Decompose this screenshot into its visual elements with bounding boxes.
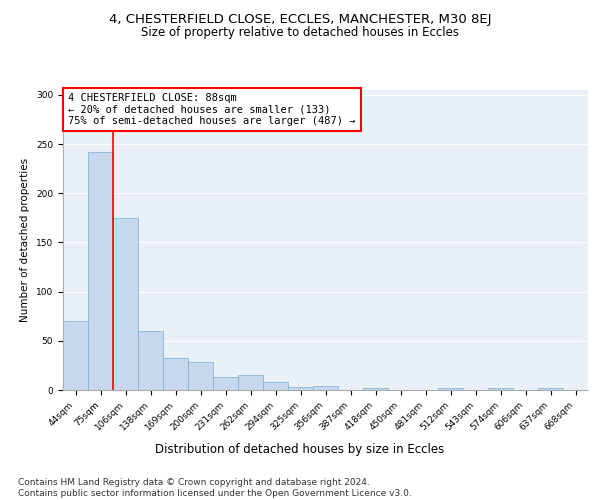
- Text: 4 CHESTERFIELD CLOSE: 88sqm
← 20% of detached houses are smaller (133)
75% of se: 4 CHESTERFIELD CLOSE: 88sqm ← 20% of det…: [68, 93, 356, 126]
- Bar: [188, 362, 213, 390]
- Bar: [63, 321, 88, 390]
- Bar: [313, 386, 338, 390]
- Bar: [263, 382, 288, 390]
- Text: 4, CHESTERFIELD CLOSE, ECCLES, MANCHESTER, M30 8EJ: 4, CHESTERFIELD CLOSE, ECCLES, MANCHESTE…: [109, 12, 491, 26]
- Bar: [363, 388, 388, 390]
- Bar: [488, 388, 513, 390]
- Bar: [238, 375, 263, 390]
- Bar: [113, 218, 138, 390]
- Y-axis label: Number of detached properties: Number of detached properties: [20, 158, 31, 322]
- Bar: [163, 358, 188, 390]
- Text: Contains HM Land Registry data © Crown copyright and database right 2024.
Contai: Contains HM Land Registry data © Crown c…: [18, 478, 412, 498]
- Text: Distribution of detached houses by size in Eccles: Distribution of detached houses by size …: [155, 442, 445, 456]
- Bar: [88, 152, 113, 390]
- Bar: [138, 331, 163, 390]
- Bar: [213, 377, 238, 390]
- Bar: [538, 388, 563, 390]
- Bar: [438, 388, 463, 390]
- Bar: [288, 387, 313, 390]
- Text: Size of property relative to detached houses in Eccles: Size of property relative to detached ho…: [141, 26, 459, 39]
